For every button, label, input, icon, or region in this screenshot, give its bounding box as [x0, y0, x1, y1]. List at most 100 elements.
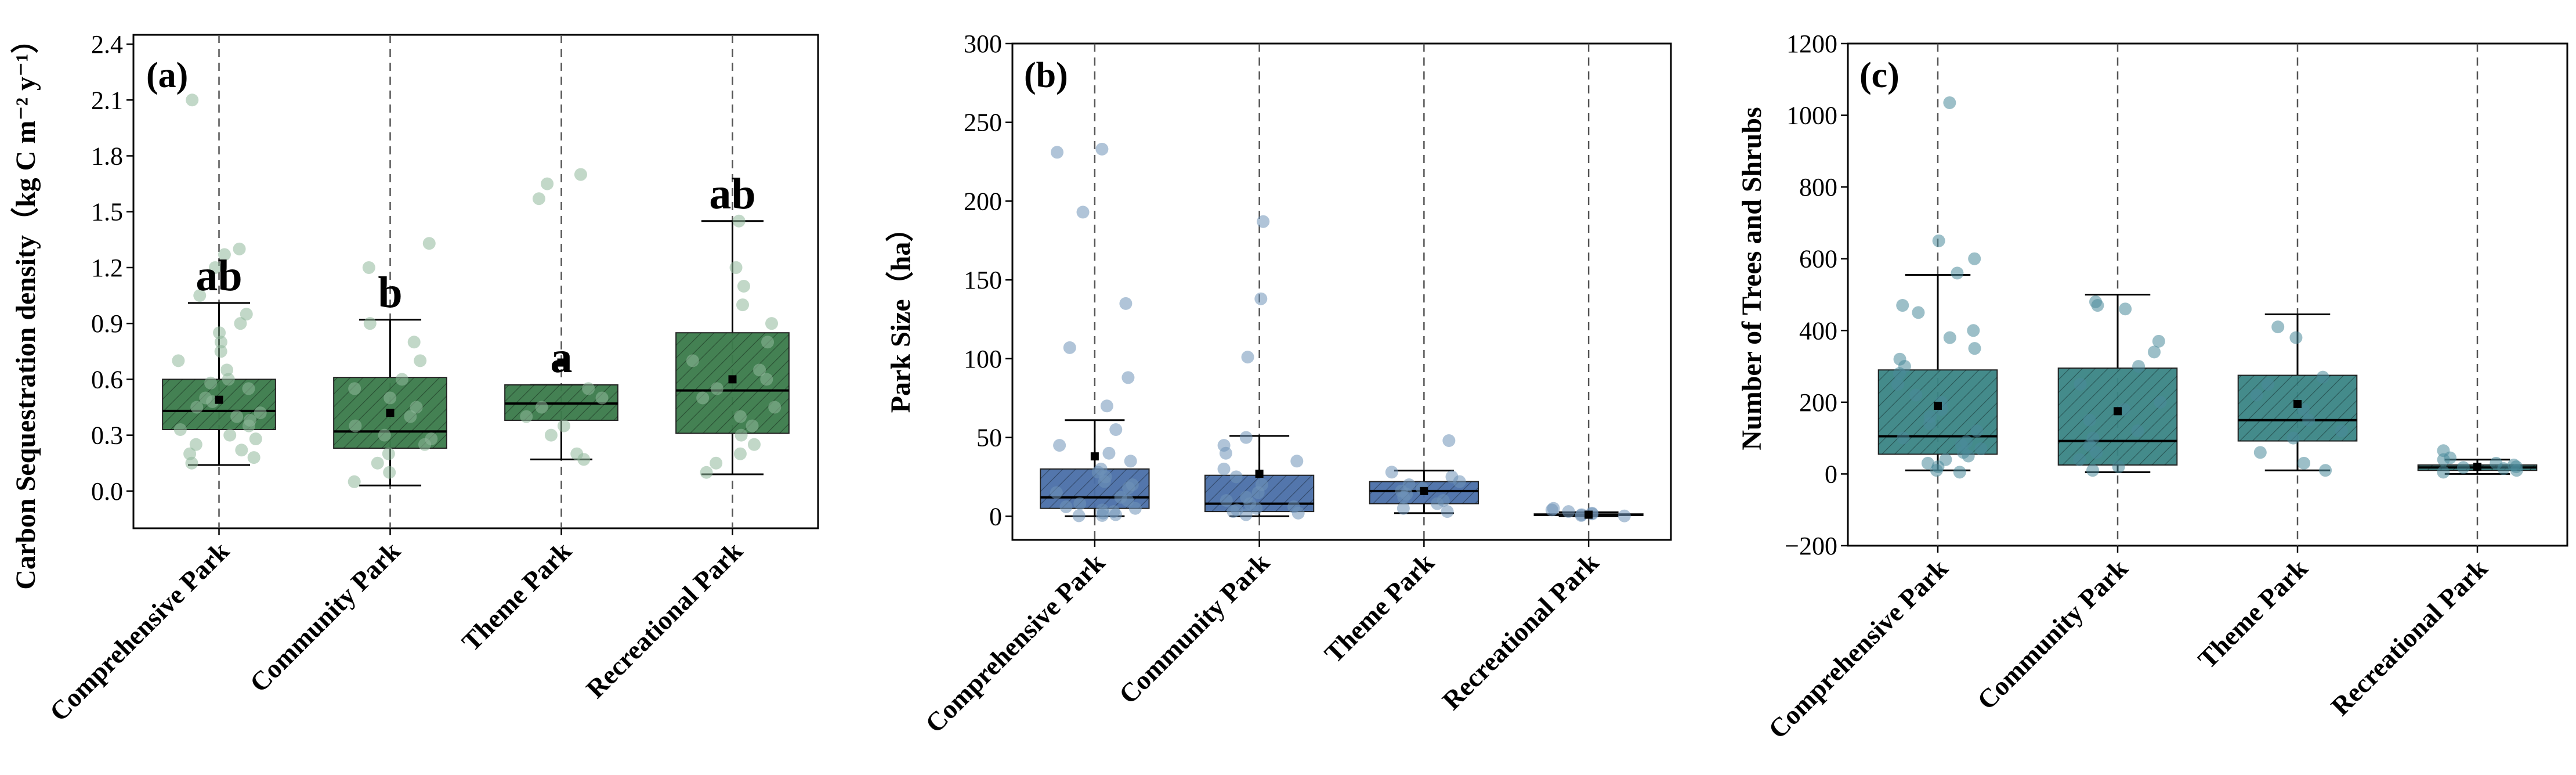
- data-point: [1967, 324, 1980, 337]
- box-mean-marker: [2293, 399, 2302, 408]
- panel-b-ytick-label: 200: [964, 187, 1002, 215]
- panel-c-category-label: Community Park: [1971, 553, 2133, 715]
- data-point: [247, 451, 261, 464]
- data-point: [1397, 491, 1410, 504]
- data-point: [1896, 299, 1909, 312]
- panel-a-category-label: Community Park: [244, 536, 406, 698]
- panel-a-ytick-label: 0.9: [91, 309, 123, 338]
- panel-c-ytick-label: 600: [1799, 245, 1837, 273]
- data-point: [2250, 388, 2263, 402]
- data-point: [557, 419, 570, 432]
- box-mean-marker: [2473, 463, 2481, 471]
- panel-a-ytick-label: 0.6: [91, 365, 123, 394]
- data-point: [208, 261, 222, 274]
- panel-a-frame: [132, 34, 819, 529]
- panel-a-ytick-label: 2.4: [91, 30, 123, 59]
- data-point: [1291, 506, 1305, 520]
- data-point: [1227, 505, 1240, 518]
- data-point: [2271, 320, 2285, 334]
- data-point: [1239, 431, 1253, 444]
- data-point: [222, 373, 235, 386]
- data-point: [1109, 423, 1123, 436]
- data-point: [1897, 431, 1910, 445]
- panel-a-category-label: Theme Park: [456, 536, 577, 657]
- data-point: [1290, 455, 1304, 468]
- data-point: [1239, 508, 1253, 521]
- data-point: [371, 456, 384, 470]
- panel-c-label: (c): [1859, 56, 1900, 95]
- panel-a-ytick-label: 0.3: [91, 421, 123, 450]
- data-point: [1095, 142, 1109, 156]
- data-point: [2253, 446, 2267, 459]
- data-point: [2319, 464, 2332, 477]
- data-point: [1562, 505, 1575, 518]
- panel-a-ytick-label: 1.5: [91, 198, 123, 226]
- box-mean-marker: [1934, 402, 1942, 410]
- data-point: [1930, 464, 1943, 477]
- data-point: [1059, 500, 1073, 513]
- panel-c-frame: [1847, 42, 2568, 547]
- data-point: [1124, 455, 1137, 468]
- data-point: [254, 406, 267, 420]
- panel-c-category-label: Comprehensive Park: [1763, 553, 1953, 744]
- data-point: [732, 214, 746, 228]
- data-point: [1241, 351, 1254, 364]
- box-mean-marker: [1255, 470, 1264, 478]
- panel-b-ylabel: Park Size（ha）: [885, 214, 916, 413]
- data-point: [1217, 462, 1231, 475]
- data-point: [404, 410, 417, 423]
- data-point: [541, 177, 554, 190]
- data-point: [348, 382, 361, 395]
- data-point: [761, 336, 775, 349]
- data-point: [218, 248, 231, 261]
- data-point: [1122, 481, 1135, 495]
- data-point: [190, 401, 204, 414]
- data-point: [1974, 442, 1988, 456]
- data-point: [1073, 497, 1087, 510]
- data-point: [736, 298, 750, 312]
- panel-b-ytick-label: 250: [964, 109, 1002, 137]
- data-point: [574, 168, 587, 181]
- data-point: [214, 345, 227, 358]
- data-point: [765, 317, 779, 330]
- panel-c-category-label: Recreational Park: [2325, 553, 2494, 722]
- data-point: [1219, 446, 1232, 460]
- data-point: [1251, 486, 1265, 499]
- data-point: [363, 317, 377, 330]
- panel-c-ytick-label: 800: [1799, 173, 1837, 201]
- data-point: [544, 428, 558, 442]
- data-point: [1968, 342, 1981, 355]
- data-point: [233, 242, 246, 255]
- data-point: [1953, 466, 1966, 479]
- box-significance-letter: ab: [196, 251, 242, 300]
- data-point: [230, 410, 244, 423]
- data-point: [189, 438, 202, 451]
- data-point: [1923, 417, 1937, 430]
- data-point: [1545, 503, 1558, 517]
- data-point: [733, 447, 747, 460]
- data-point: [2456, 461, 2470, 474]
- box-significance-letter: b: [378, 268, 402, 317]
- panel-b: Park Size（ha） (b) 0 50 100 150 200 250 300 Comp…: [885, 30, 1672, 738]
- data-point: [1893, 367, 1906, 380]
- data-point: [2497, 462, 2510, 475]
- box-mean-marker: [1584, 510, 1593, 519]
- data-point: [1909, 388, 1923, 402]
- data-point: [1442, 434, 1456, 447]
- data-point: [735, 428, 748, 442]
- panel-b-category-label: Comprehensive Park: [920, 547, 1110, 738]
- data-point: [1050, 486, 1063, 499]
- data-point: [1891, 377, 1904, 391]
- data-point: [1962, 449, 1975, 463]
- data-point: [2437, 453, 2450, 466]
- data-point: [1220, 494, 1233, 507]
- panel-c: Number of Trees and Shrubs (c) −200 0 200 4…: [1736, 30, 2568, 744]
- data-point: [1970, 424, 1984, 438]
- data-point: [700, 466, 713, 479]
- data-point: [185, 456, 198, 470]
- data-point: [1121, 371, 1135, 384]
- data-point: [1100, 399, 1113, 413]
- panel-a-label: (a): [146, 56, 188, 95]
- data-point: [2437, 466, 2450, 479]
- data-point: [696, 391, 710, 405]
